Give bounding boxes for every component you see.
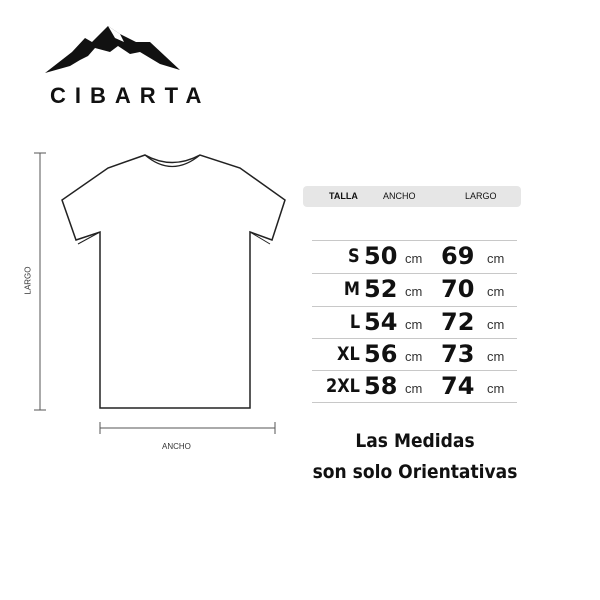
- largo-unit: cm: [487, 251, 505, 266]
- largo-unit: cm: [487, 284, 505, 299]
- largo-value: 72: [441, 308, 475, 336]
- note-line-2: son solo Orientativas: [312, 461, 518, 483]
- largo-unit: cm: [487, 381, 505, 396]
- ancho-unit: cm: [405, 251, 423, 266]
- size: S: [348, 245, 360, 267]
- table-header: TALLA ANCHO LARGO: [303, 186, 521, 207]
- mountain-logo: [45, 26, 180, 73]
- largo-value: 74: [441, 372, 475, 400]
- ancho-unit: cm: [405, 284, 423, 299]
- table-row: XL 56 cm 73 cm: [300, 339, 530, 371]
- ancho-value: 56: [364, 340, 398, 368]
- tshirt-diagram: [34, 152, 286, 434]
- header-ancho: ANCHO: [383, 191, 416, 201]
- table-row: S 50 cm 69 cm: [300, 241, 530, 273]
- ancho-unit: cm: [405, 381, 423, 396]
- table-row: M 52 cm 70 cm: [300, 274, 530, 306]
- largo-unit: cm: [487, 317, 505, 332]
- ancho-value: 50: [364, 242, 398, 270]
- largo-value: 73: [441, 340, 475, 368]
- width-label: ANCHO: [162, 442, 191, 451]
- ancho-unit: cm: [405, 317, 423, 332]
- largo-unit: cm: [487, 349, 505, 364]
- note-line-1: Las Medidas: [355, 430, 475, 452]
- table-row: L 54 cm 72 cm: [300, 307, 530, 339]
- table-row: 2XL 58 cm 74 cm: [300, 371, 530, 403]
- ancho-value: 52: [364, 275, 398, 303]
- largo-value: 69: [441, 242, 475, 270]
- header-talla: TALLA: [329, 191, 358, 201]
- header-largo: LARGO: [465, 191, 497, 201]
- ancho-unit: cm: [405, 349, 423, 364]
- ancho-value: 54: [364, 308, 398, 336]
- size: XL: [337, 343, 360, 365]
- size: L: [349, 311, 360, 333]
- height-label: LARGO: [23, 266, 33, 295]
- ancho-value: 58: [364, 372, 398, 400]
- brand-name: CIBARTA: [50, 83, 211, 108]
- size: M: [343, 278, 360, 300]
- size: 2XL: [326, 375, 360, 397]
- largo-value: 70: [441, 275, 475, 303]
